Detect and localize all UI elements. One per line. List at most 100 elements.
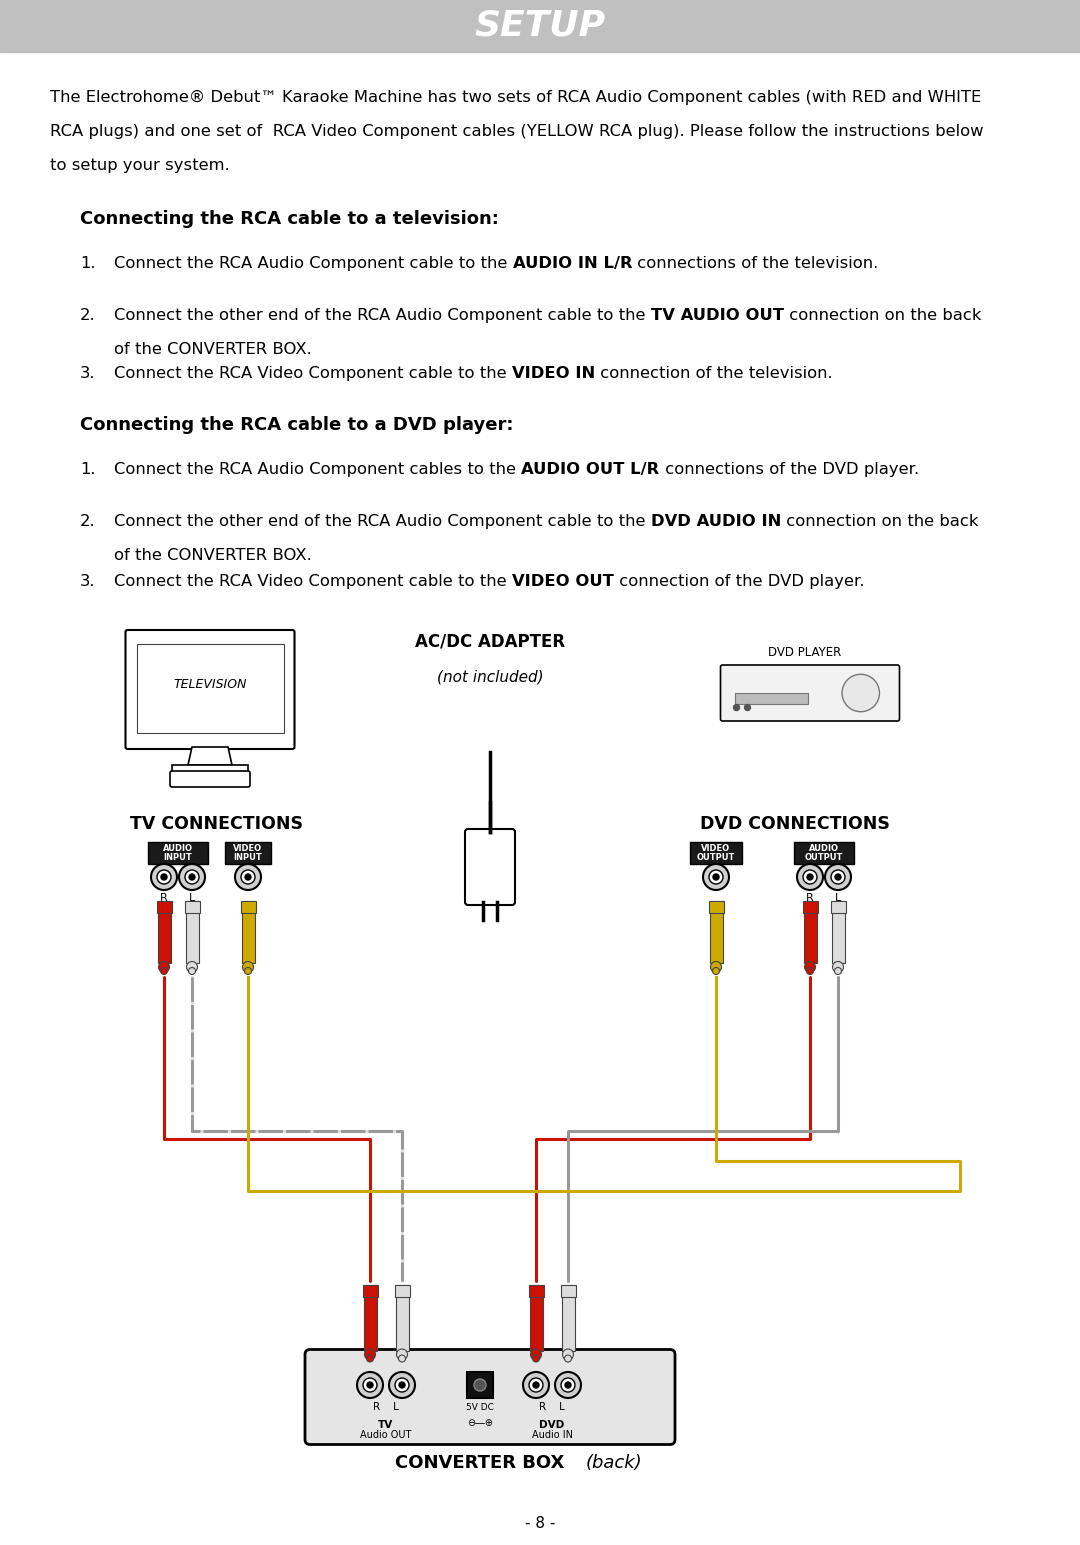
Text: Connecting the RCA cable to a DVD player:: Connecting the RCA cable to a DVD player… xyxy=(80,416,513,434)
Circle shape xyxy=(565,1355,571,1363)
Circle shape xyxy=(367,1381,373,1387)
FancyBboxPatch shape xyxy=(125,630,295,749)
Circle shape xyxy=(532,1355,540,1363)
Circle shape xyxy=(713,967,719,975)
Text: 2.: 2. xyxy=(80,514,96,528)
FancyBboxPatch shape xyxy=(305,1349,675,1445)
Circle shape xyxy=(835,967,841,975)
Text: L: L xyxy=(189,893,195,902)
Text: CONVERTER BOX: CONVERTER BOX xyxy=(395,1454,565,1471)
Circle shape xyxy=(151,864,177,890)
Circle shape xyxy=(161,967,167,975)
Circle shape xyxy=(396,1349,407,1360)
Text: DVD CONNECTIONS: DVD CONNECTIONS xyxy=(700,816,890,833)
Text: AC/DC ADAPTER: AC/DC ADAPTER xyxy=(415,632,565,650)
Bar xyxy=(394,1284,409,1296)
Text: R    L: R L xyxy=(373,1401,399,1412)
Text: connection of the television.: connection of the television. xyxy=(595,366,833,382)
Bar xyxy=(528,1284,543,1296)
Bar xyxy=(804,901,816,963)
Text: DVD: DVD xyxy=(539,1420,565,1429)
Circle shape xyxy=(703,864,729,890)
Text: SETUP: SETUP xyxy=(474,9,606,43)
Circle shape xyxy=(187,961,198,972)
Circle shape xyxy=(708,870,723,884)
Text: 1.: 1. xyxy=(80,256,95,270)
Circle shape xyxy=(185,870,199,884)
Text: VIDEO
OUTPUT: VIDEO OUTPUT xyxy=(697,844,735,862)
Text: connection on the back: connection on the back xyxy=(781,514,978,528)
Text: AUDIO OUT L/R: AUDIO OUT L/R xyxy=(522,462,660,477)
Circle shape xyxy=(357,1372,383,1398)
Text: VIDEO IN: VIDEO IN xyxy=(512,366,595,382)
Text: connections of the DVD player.: connections of the DVD player. xyxy=(660,462,919,477)
Circle shape xyxy=(534,1381,539,1387)
Circle shape xyxy=(241,870,255,884)
Circle shape xyxy=(744,705,751,711)
Text: VIDEO OUT: VIDEO OUT xyxy=(512,575,613,589)
Circle shape xyxy=(529,1378,543,1392)
Text: Connecting the RCA cable to a television:: Connecting the RCA cable to a television… xyxy=(80,210,499,229)
Text: Connect the other end of the RCA Audio Component cable to the: Connect the other end of the RCA Audio C… xyxy=(114,307,651,323)
Text: connections of the television.: connections of the television. xyxy=(632,256,878,270)
Text: connection of the DVD player.: connection of the DVD player. xyxy=(613,575,864,589)
Circle shape xyxy=(179,864,205,890)
Text: 3.: 3. xyxy=(80,366,95,382)
Circle shape xyxy=(555,1372,581,1398)
Circle shape xyxy=(713,874,719,881)
Circle shape xyxy=(399,1381,405,1387)
Text: R: R xyxy=(806,893,814,902)
Circle shape xyxy=(395,1378,409,1392)
Circle shape xyxy=(565,1381,571,1387)
Circle shape xyxy=(189,967,195,975)
Circle shape xyxy=(189,874,195,881)
Bar xyxy=(831,901,846,913)
Circle shape xyxy=(157,870,171,884)
Text: 1.: 1. xyxy=(80,462,95,477)
Text: R    L: R L xyxy=(539,1401,565,1412)
Circle shape xyxy=(561,1378,575,1392)
Bar xyxy=(690,842,742,864)
Circle shape xyxy=(389,1372,415,1398)
Bar xyxy=(148,842,208,864)
Circle shape xyxy=(797,864,823,890)
Circle shape xyxy=(235,864,261,890)
Bar xyxy=(136,644,283,732)
Text: 5V DC: 5V DC xyxy=(467,1403,494,1412)
Text: Connect the RCA Video Component cable to the: Connect the RCA Video Component cable to… xyxy=(114,575,512,589)
Text: 3.: 3. xyxy=(80,575,95,589)
Circle shape xyxy=(366,1355,374,1363)
Text: RCA plugs) and one set of  RCA Video Component cables (YELLOW RCA plug). Please : RCA plugs) and one set of RCA Video Comp… xyxy=(50,124,984,139)
Text: Connect the other end of the RCA Audio Component cable to the: Connect the other end of the RCA Audio C… xyxy=(114,514,651,528)
Bar xyxy=(529,1284,542,1350)
Circle shape xyxy=(711,961,721,972)
Text: TV AUDIO OUT: TV AUDIO OUT xyxy=(651,307,784,323)
Bar xyxy=(734,694,808,705)
Text: Connect the RCA Audio Component cables to the: Connect the RCA Audio Component cables t… xyxy=(114,462,522,477)
Text: (back): (back) xyxy=(586,1454,643,1471)
FancyBboxPatch shape xyxy=(170,771,249,786)
Polygon shape xyxy=(188,746,232,765)
Text: of the CONVERTER BOX.: of the CONVERTER BOX. xyxy=(114,341,312,357)
Bar xyxy=(186,901,199,963)
Circle shape xyxy=(161,874,167,881)
Circle shape xyxy=(363,1378,377,1392)
Bar xyxy=(241,901,256,913)
Circle shape xyxy=(733,705,740,711)
Bar xyxy=(158,901,171,963)
Text: to setup your system.: to setup your system. xyxy=(50,158,230,173)
Circle shape xyxy=(805,961,815,972)
Text: DVD PLAYER: DVD PLAYER xyxy=(768,646,841,660)
Circle shape xyxy=(523,1372,549,1398)
Bar xyxy=(242,901,255,963)
Bar xyxy=(363,1284,378,1296)
Text: L: L xyxy=(835,893,841,902)
Circle shape xyxy=(833,961,843,972)
Text: ⊖―⊕: ⊖―⊕ xyxy=(467,1417,492,1428)
Bar xyxy=(157,901,172,913)
Bar xyxy=(364,1284,377,1350)
Bar xyxy=(172,765,248,776)
Circle shape xyxy=(807,967,813,975)
Text: (not included): (not included) xyxy=(436,671,543,684)
Bar xyxy=(185,901,200,913)
